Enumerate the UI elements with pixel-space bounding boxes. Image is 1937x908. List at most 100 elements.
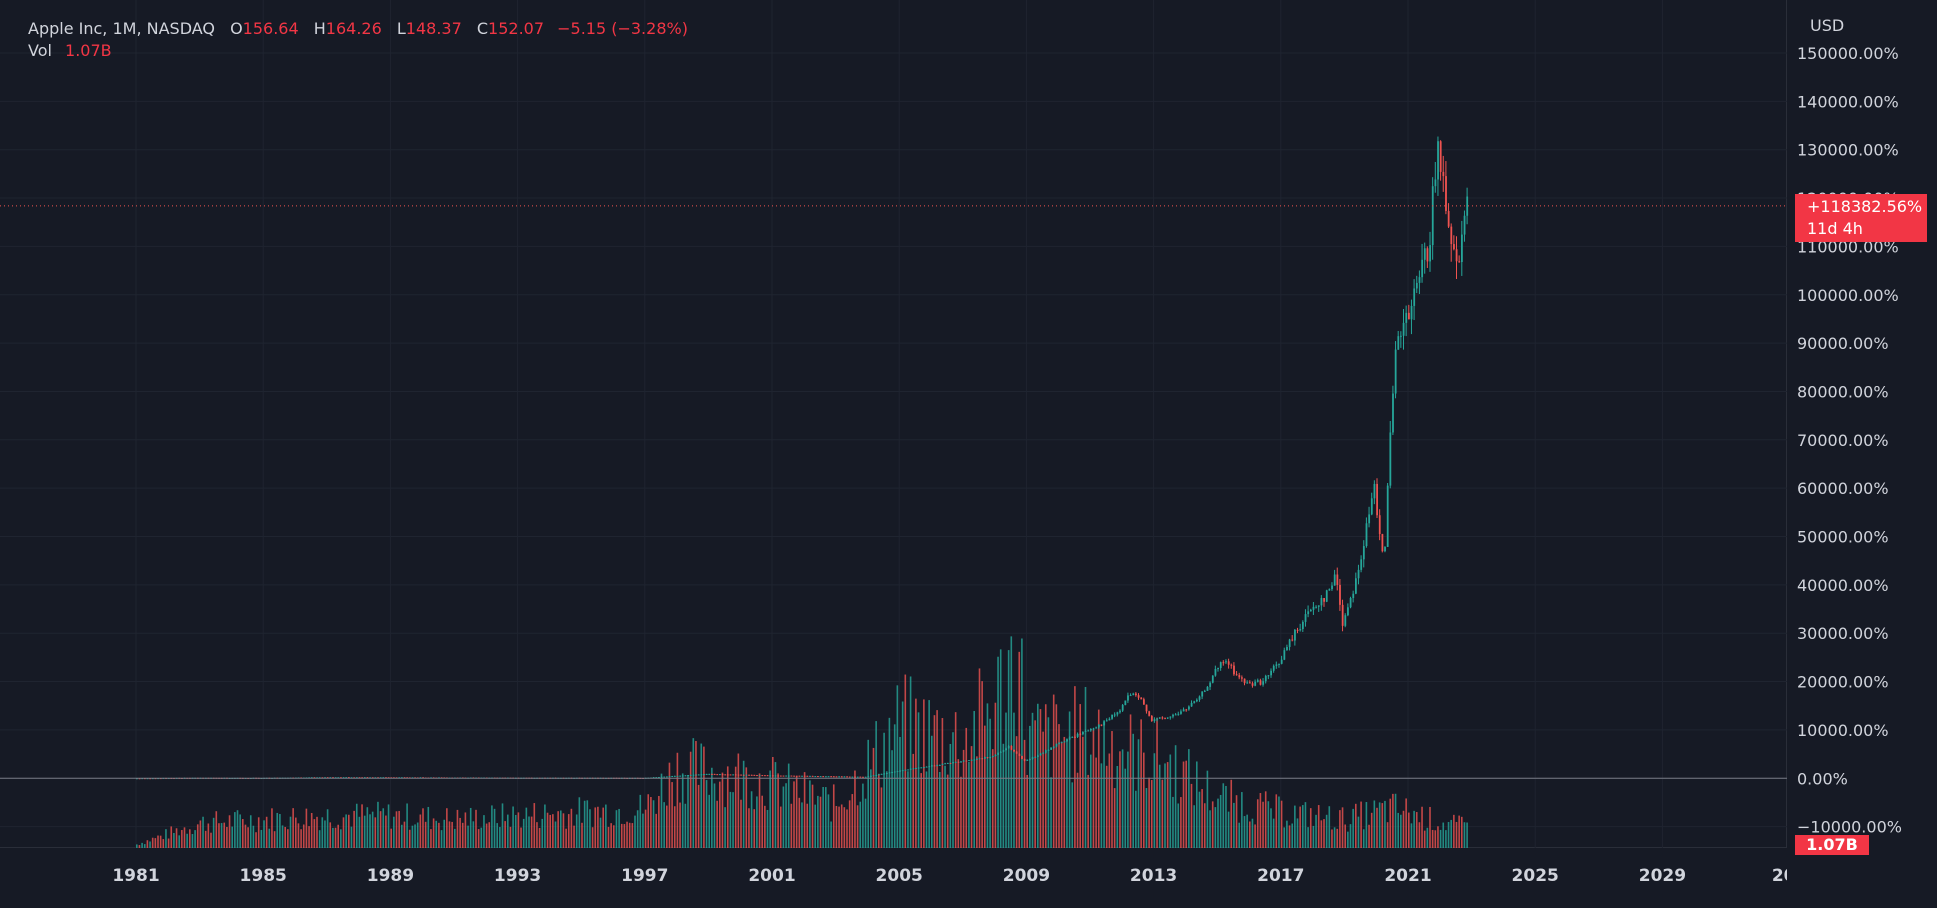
candle-body (1323, 598, 1325, 602)
volume-bar (236, 810, 239, 848)
time-axis-svg: 1981 1985 1989 1993 1997 2001 2005 2009 2013 2017… (112, 866, 1787, 886)
candle-body (1100, 724, 1103, 726)
volume-bar (387, 804, 390, 848)
ohlc-row: Apple Inc, 1M, NASDAQ O156.64 H164.26 L1… (28, 18, 688, 40)
candle-body (1320, 598, 1323, 606)
candle-body (973, 759, 976, 761)
volume-bar (668, 762, 671, 848)
volume-bar (146, 840, 149, 848)
volume-bar (321, 817, 324, 848)
candle-body (1431, 186, 1434, 246)
open-value: 156.64 (242, 19, 299, 38)
volume-bar (517, 812, 520, 848)
candle-body (1445, 176, 1447, 211)
candle-body (1018, 753, 1021, 756)
volume-bar (430, 829, 432, 848)
volume-bar (1121, 749, 1124, 848)
volume-bar (573, 825, 575, 848)
price-axis[interactable]: 150000.00%140000.00%130000.00%120000.00%… (1787, 0, 1937, 848)
candle-body (1262, 681, 1265, 685)
candle-body (1182, 709, 1185, 712)
y-tick-label: 20000.00% (1797, 673, 1889, 692)
volume-bar (1058, 724, 1060, 848)
volume-bar (488, 822, 491, 848)
candle-body (774, 775, 777, 777)
candle-body (1039, 753, 1042, 756)
volume-bar (438, 822, 440, 848)
volume-bar (544, 804, 546, 848)
volume-bar (1190, 783, 1193, 848)
candle-body (1198, 696, 1201, 700)
volume-bar (199, 820, 202, 848)
volume-bar (1415, 812, 1418, 848)
volume-bar (215, 811, 218, 848)
candle-body (1283, 650, 1286, 660)
volume-bar (756, 796, 758, 848)
candle-body (689, 774, 692, 776)
volume-bar (536, 822, 538, 848)
volume-bar (313, 819, 316, 848)
candle-body (1023, 758, 1026, 761)
candle-body (1439, 141, 1442, 172)
candle-body (1010, 745, 1013, 750)
volume-bar (316, 816, 318, 848)
volume-bar (984, 725, 986, 848)
x-tick-label: 2021 (1384, 866, 1431, 886)
volume-bar (528, 816, 530, 848)
y-tick-label: 10000.00% (1797, 721, 1889, 740)
plot-area[interactable] (0, 0, 1787, 848)
volume-bar (477, 829, 480, 848)
volume-bar (371, 811, 374, 848)
candle-body (1264, 675, 1267, 682)
volume-bar (154, 838, 157, 848)
volume-bar (1108, 753, 1111, 848)
volume-bar (1347, 831, 1349, 848)
candle-body (1105, 720, 1108, 722)
volume-bar (1217, 798, 1219, 848)
candle-body (1373, 483, 1376, 499)
volume-bar (732, 792, 734, 848)
volume-bar (599, 817, 602, 848)
volume-bar (191, 834, 194, 848)
volume-bar (909, 676, 912, 848)
volume-bar (1071, 782, 1074, 848)
volume-bar (435, 820, 438, 848)
volume-bar (570, 808, 573, 848)
candle-body (745, 774, 748, 776)
candle-body (1217, 667, 1219, 670)
volume-bar (1153, 753, 1156, 848)
volume-bar (697, 784, 700, 848)
candle-body (846, 776, 848, 778)
volume-bars (136, 636, 1468, 848)
volume-bar (1259, 793, 1262, 848)
volume-bar (764, 805, 766, 848)
candle-body (1174, 714, 1177, 716)
volume-bar (136, 844, 138, 848)
candle-body (830, 776, 833, 778)
volume-bar (377, 801, 379, 848)
candle-body (1291, 639, 1294, 641)
volume-bar (260, 829, 263, 848)
volume-bar (883, 732, 885, 848)
candle-body (1336, 574, 1339, 585)
x-tick-label: 2001 (748, 866, 795, 886)
volume-bar (726, 766, 729, 848)
volume-bar (631, 823, 634, 848)
volume-bar (1238, 822, 1240, 848)
volume-bar (602, 807, 604, 848)
time-axis[interactable]: 1981 1985 1989 1993 1997 2001 2005 2009 2013 2017… (0, 848, 1787, 908)
volume-bar (968, 761, 970, 848)
candle-body (1357, 569, 1360, 579)
candle-body (1135, 693, 1137, 696)
candle-body (1042, 752, 1045, 754)
volume-bar (607, 826, 610, 848)
symbol-label: Apple Inc, 1M, NASDAQ (28, 19, 215, 38)
candle-body (1158, 717, 1161, 719)
candle-body (673, 775, 676, 777)
candle-body (1415, 282, 1418, 289)
candle-body (941, 763, 944, 765)
volume-bar (597, 806, 599, 848)
candle-body (801, 775, 803, 777)
candle-body (1400, 335, 1402, 337)
volume-bar (1246, 814, 1248, 848)
